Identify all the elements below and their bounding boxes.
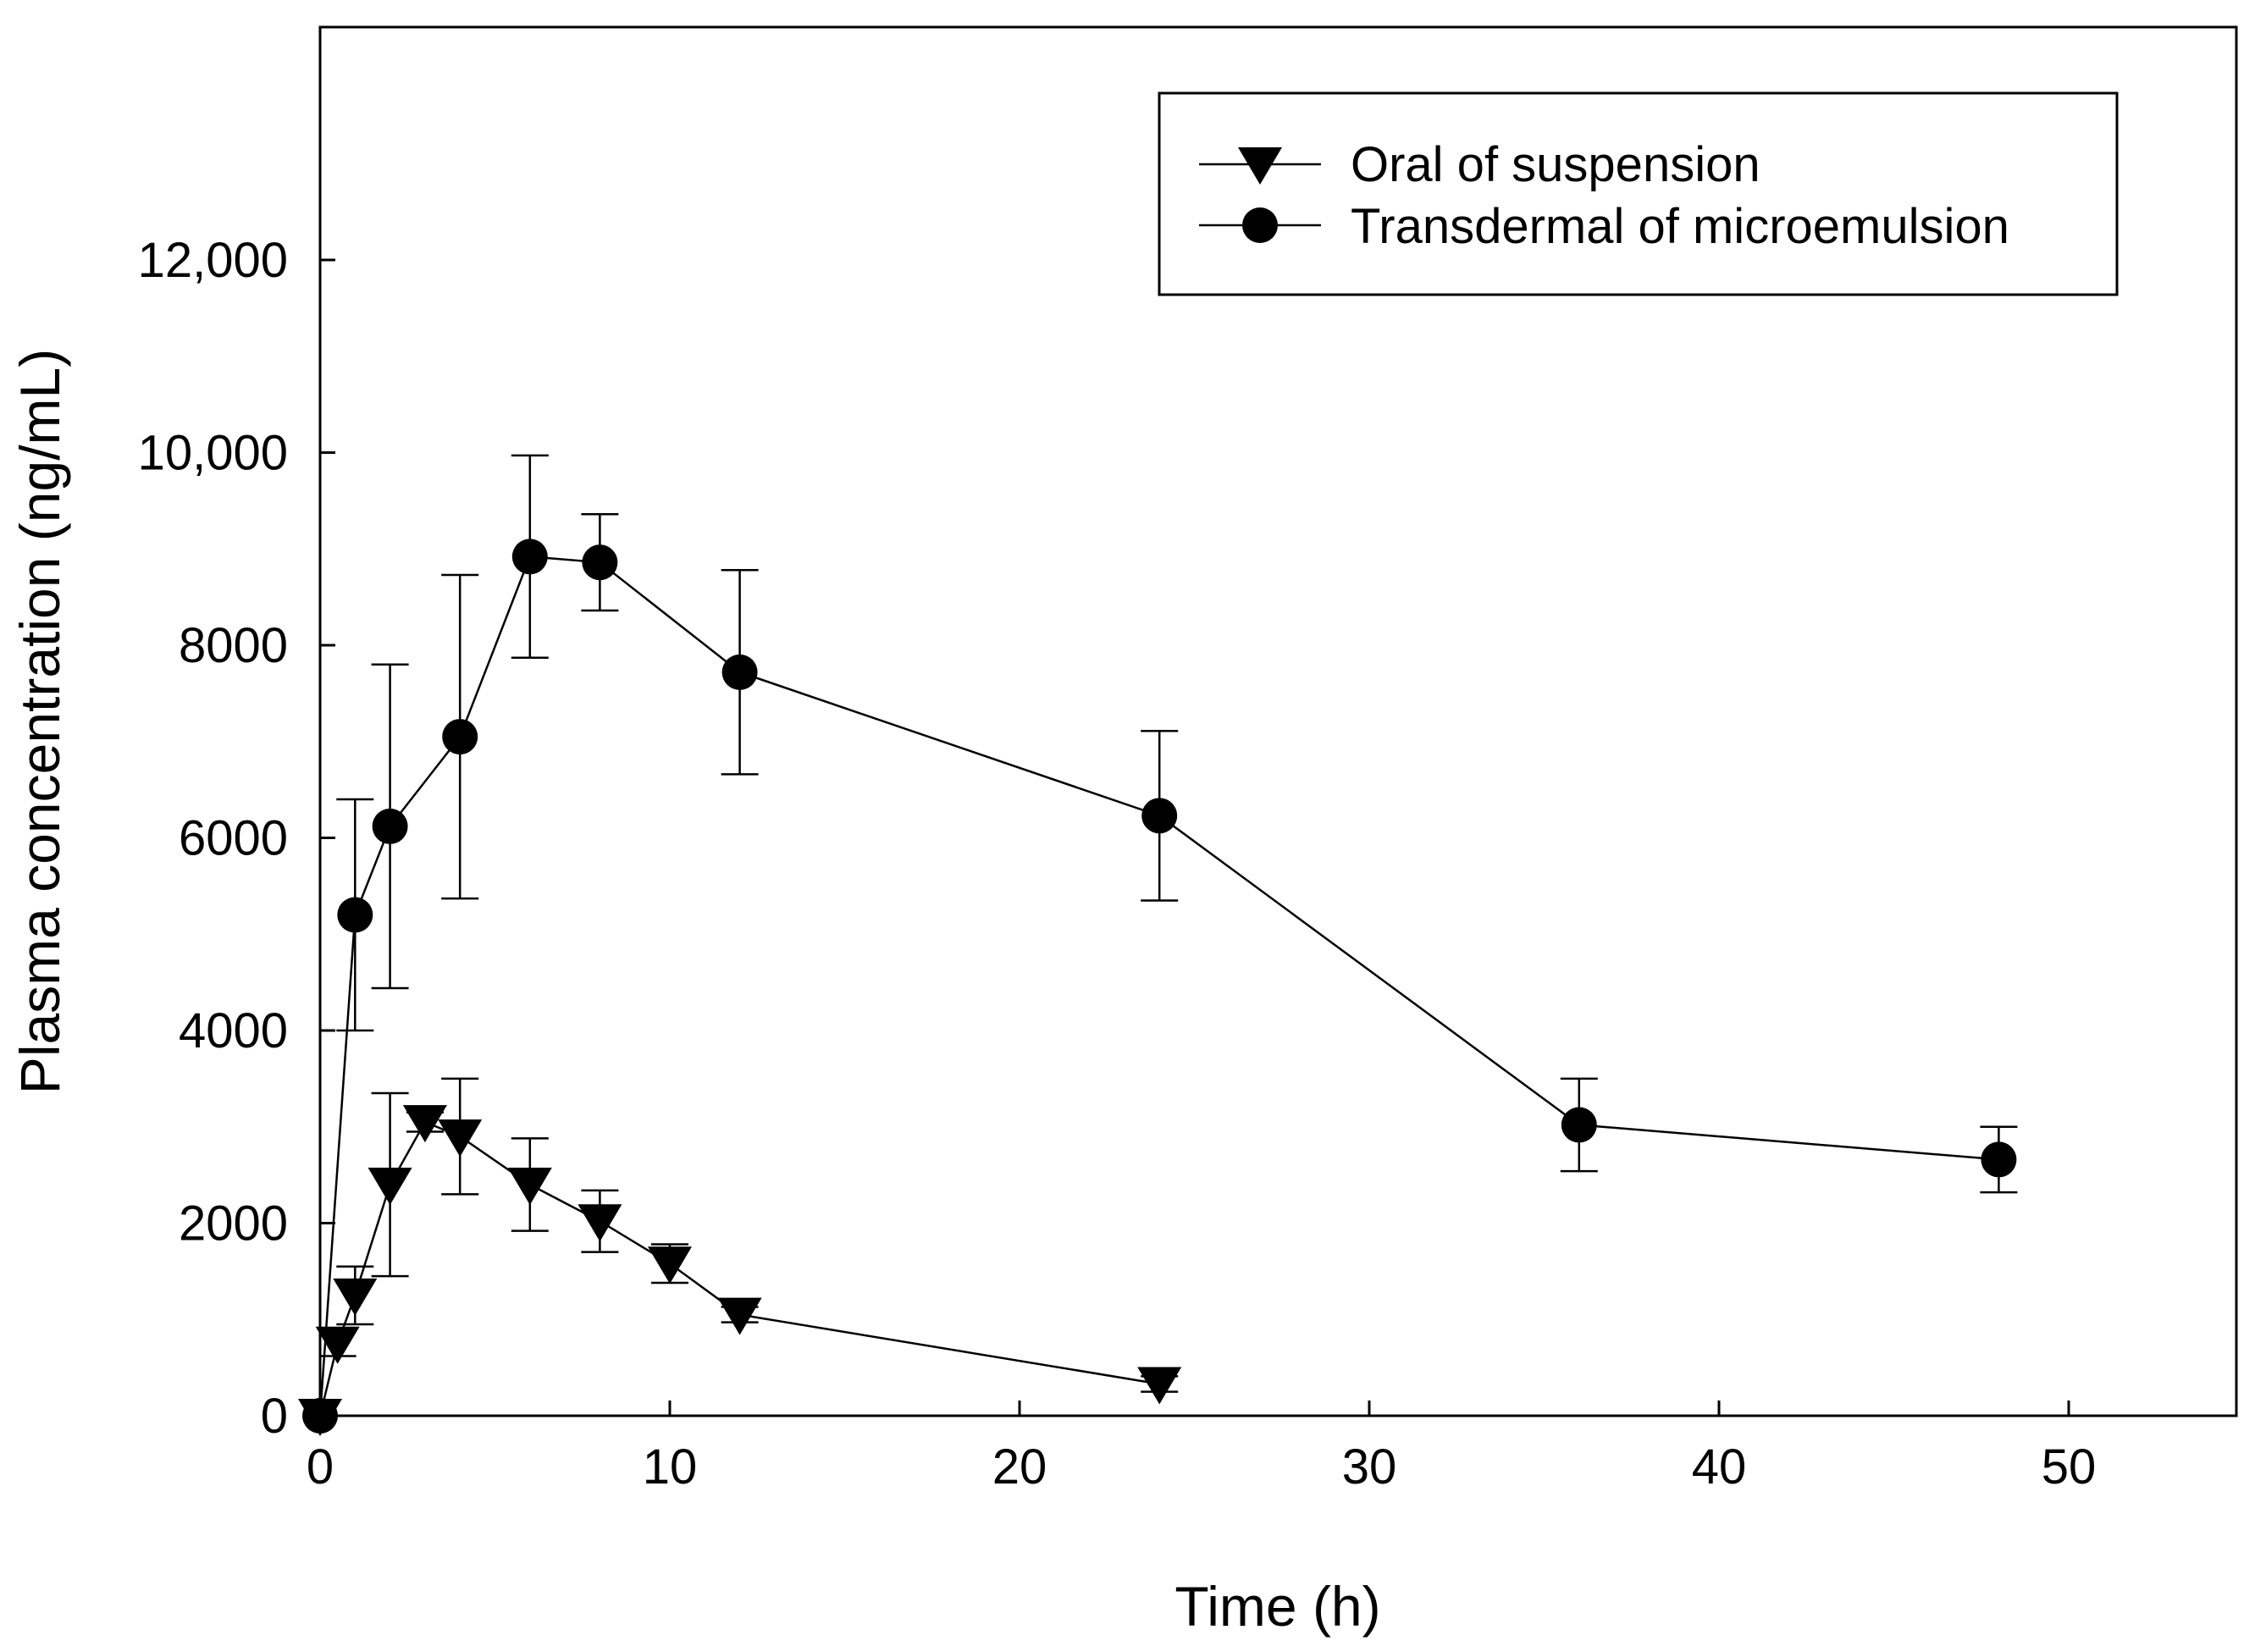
data-point xyxy=(315,1326,360,1364)
data-point xyxy=(372,808,408,844)
data-point xyxy=(442,719,478,755)
data-point xyxy=(302,1398,338,1434)
legend: Oral of suspension Transdermal of microe… xyxy=(1158,91,2119,296)
data-point xyxy=(1981,1141,2017,1178)
y-tick-label: 10,000 xyxy=(138,426,288,481)
plot-frame xyxy=(318,25,2238,1417)
series-layer xyxy=(298,454,2018,1436)
data-point xyxy=(1137,1367,1182,1405)
legend-label-transdermal: Transdermal of microemulsion xyxy=(1351,199,2009,254)
y-tick-label: 4000 xyxy=(179,1003,288,1058)
data-point xyxy=(511,539,548,575)
data-point xyxy=(721,654,758,690)
data-point xyxy=(507,1168,552,1205)
y-tick-label: 12,000 xyxy=(138,233,288,288)
series-transdermal xyxy=(302,454,2018,1434)
data-point xyxy=(717,1297,762,1335)
y-tick-label: 8000 xyxy=(179,618,288,673)
data-point xyxy=(438,1119,483,1158)
data-point xyxy=(1141,798,1178,834)
data-point xyxy=(402,1105,447,1143)
x-tick-label: 0 xyxy=(307,1439,334,1495)
x-axis-title: Time (h) xyxy=(1174,1575,1380,1638)
x-tick-label: 40 xyxy=(1692,1439,1747,1495)
legend-label-oral: Oral of suspension xyxy=(1351,137,1760,192)
y-axis-title: Plasma concentration (ng/mL) xyxy=(8,349,71,1094)
data-point xyxy=(582,544,618,581)
data-point xyxy=(333,1278,378,1316)
data-point xyxy=(578,1204,622,1242)
data-point xyxy=(1561,1107,1597,1143)
legend-box xyxy=(1158,91,2119,296)
y-tick-label: 0 xyxy=(261,1389,288,1444)
series-line xyxy=(318,1120,1160,1417)
data-point xyxy=(337,897,373,933)
data-point xyxy=(368,1168,412,1205)
y-tick-label: 2000 xyxy=(179,1196,288,1251)
x-tick-label: 30 xyxy=(1342,1439,1397,1495)
legend-triangle-down-icon xyxy=(1238,147,1282,185)
series-oral xyxy=(298,1077,1182,1436)
x-tick-label: 50 xyxy=(2042,1439,2097,1495)
series-line xyxy=(318,555,1999,1417)
x-tick-label: 10 xyxy=(643,1439,698,1495)
x-tick-label: 20 xyxy=(992,1439,1047,1495)
y-tick-label: 6000 xyxy=(179,811,288,866)
axes: 0 10 20 30 40 50 0 2000 4000 6000 8000 10,000 12,000 xyxy=(138,233,2097,1495)
legend-circle-icon xyxy=(1242,207,1278,243)
data-point xyxy=(648,1246,692,1285)
